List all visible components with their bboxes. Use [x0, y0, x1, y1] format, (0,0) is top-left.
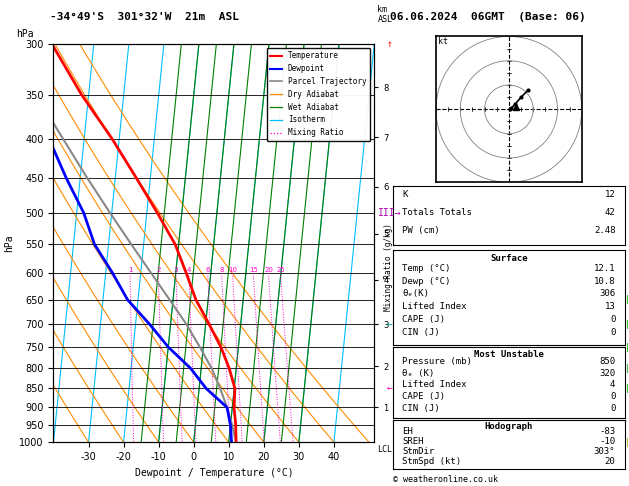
- Text: III→: III→: [378, 208, 402, 218]
- Text: -10: -10: [599, 437, 615, 446]
- Text: 0: 0: [610, 403, 615, 413]
- Text: 12.1: 12.1: [594, 263, 615, 273]
- Text: hPa: hPa: [16, 29, 33, 39]
- Text: ←: ←: [387, 319, 393, 329]
- Text: kt: kt: [438, 37, 448, 46]
- Text: 303°: 303°: [594, 447, 615, 456]
- Text: LCL: LCL: [377, 445, 392, 454]
- Text: 12: 12: [604, 190, 615, 199]
- Text: 850: 850: [599, 357, 615, 366]
- Text: |: |: [626, 295, 629, 304]
- Text: -83: -83: [599, 427, 615, 436]
- Text: 20: 20: [604, 457, 615, 466]
- Text: -34°49'S  301°32'W  21m  ASL: -34°49'S 301°32'W 21m ASL: [50, 12, 239, 22]
- Text: 42: 42: [604, 208, 615, 217]
- Text: 13: 13: [604, 302, 615, 312]
- Text: |: |: [626, 343, 629, 351]
- Text: Surface: Surface: [490, 254, 528, 263]
- Text: 2.48: 2.48: [594, 226, 615, 235]
- Text: Mixing Ratio (g/kg): Mixing Ratio (g/kg): [384, 224, 392, 311]
- Text: θₑ(K): θₑ(K): [403, 290, 429, 298]
- Text: StmDir: StmDir: [403, 447, 435, 456]
- Text: K: K: [403, 190, 408, 199]
- Text: |: |: [626, 438, 629, 447]
- Text: StmSpd (kt): StmSpd (kt): [403, 457, 462, 466]
- Text: Lifted Index: Lifted Index: [403, 381, 467, 389]
- Text: 3: 3: [174, 267, 178, 273]
- Text: 1: 1: [128, 267, 132, 273]
- Y-axis label: hPa: hPa: [4, 234, 14, 252]
- Text: 20: 20: [264, 267, 273, 273]
- Text: Most Unstable: Most Unstable: [474, 350, 544, 359]
- Text: © weatheronline.co.uk: © weatheronline.co.uk: [393, 474, 498, 484]
- Text: 0: 0: [610, 315, 615, 324]
- X-axis label: Dewpoint / Temperature (°C): Dewpoint / Temperature (°C): [135, 468, 293, 478]
- Text: 25: 25: [276, 267, 285, 273]
- Text: 06.06.2024  06GMT  (Base: 06): 06.06.2024 06GMT (Base: 06): [390, 12, 586, 22]
- Text: ←: ←: [387, 383, 393, 394]
- Text: 0: 0: [610, 329, 615, 337]
- Text: SREH: SREH: [403, 437, 424, 446]
- Text: ↑: ↑: [387, 39, 393, 49]
- Text: 2: 2: [156, 267, 160, 273]
- Text: 6: 6: [206, 267, 210, 273]
- Text: Hodograph: Hodograph: [485, 422, 533, 432]
- Text: CAPE (J): CAPE (J): [403, 392, 445, 401]
- Text: 8: 8: [220, 267, 224, 273]
- Text: 10: 10: [228, 267, 237, 273]
- Text: Temp (°C): Temp (°C): [403, 263, 451, 273]
- Text: |: |: [626, 364, 629, 373]
- Text: Dewp (°C): Dewp (°C): [403, 277, 451, 285]
- Text: 0: 0: [610, 392, 615, 401]
- Legend: Temperature, Dewpoint, Parcel Trajectory, Dry Adiabat, Wet Adiabat, Isotherm, Mi: Temperature, Dewpoint, Parcel Trajectory…: [267, 48, 370, 141]
- Text: θₑ (K): θₑ (K): [403, 369, 435, 378]
- Text: 306: 306: [599, 290, 615, 298]
- Text: |: |: [626, 320, 629, 329]
- Text: 4: 4: [187, 267, 191, 273]
- Text: CIN (J): CIN (J): [403, 329, 440, 337]
- Text: CAPE (J): CAPE (J): [403, 315, 445, 324]
- Text: 320: 320: [599, 369, 615, 378]
- Text: EH: EH: [403, 427, 413, 436]
- Text: 15: 15: [249, 267, 258, 273]
- Text: Pressure (mb): Pressure (mb): [403, 357, 472, 366]
- Text: PW (cm): PW (cm): [403, 226, 440, 235]
- Text: km
ASL: km ASL: [377, 5, 392, 24]
- Text: 10.8: 10.8: [594, 277, 615, 285]
- Text: 4: 4: [610, 381, 615, 389]
- Text: Lifted Index: Lifted Index: [403, 302, 467, 312]
- Text: |: |: [626, 384, 629, 393]
- Text: CIN (J): CIN (J): [403, 403, 440, 413]
- Text: Totals Totals: Totals Totals: [403, 208, 472, 217]
